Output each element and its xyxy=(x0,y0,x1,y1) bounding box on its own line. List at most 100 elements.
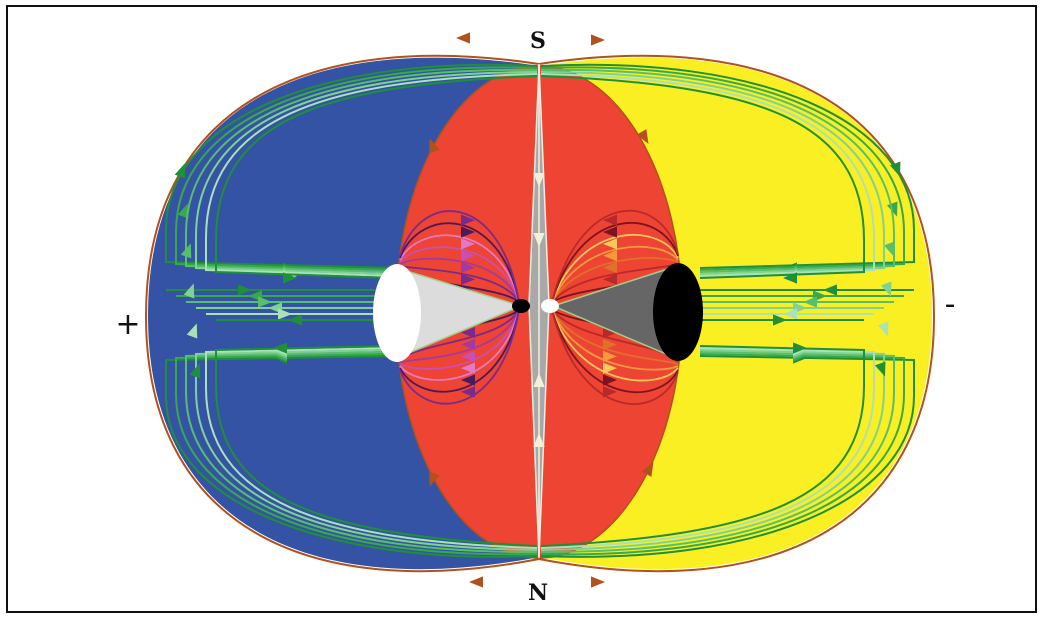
field-arrow xyxy=(461,362,475,374)
field-arrow xyxy=(461,214,475,226)
boundary-arrow xyxy=(456,32,470,44)
boundary-arrow xyxy=(641,461,654,477)
inner-line-right-lower xyxy=(551,309,679,365)
outer-field-lines-right xyxy=(540,63,915,558)
field-arrow xyxy=(603,238,617,250)
inner-line-left-lower xyxy=(399,309,520,370)
field-line-right-upper xyxy=(540,75,865,279)
field-arrow xyxy=(823,284,837,296)
field-line-left-lower xyxy=(165,355,538,558)
field-line-right-upper xyxy=(540,71,885,275)
field-arrow xyxy=(877,321,889,337)
inner-line-left-upper xyxy=(399,257,520,303)
field-arrow xyxy=(783,308,797,320)
field-line-right-upper xyxy=(540,73,875,277)
outer-boundary-right xyxy=(538,54,936,573)
field-arrow xyxy=(278,308,292,320)
field-line-left-lower xyxy=(195,349,538,551)
field-arrow xyxy=(603,338,617,351)
field-line-left-upper xyxy=(165,63,538,269)
south-pole-label: S xyxy=(530,28,546,54)
left-null-point xyxy=(512,299,530,313)
field-line-left-lower xyxy=(185,351,538,554)
field-line-right-lower xyxy=(540,355,915,558)
field-arrow xyxy=(183,283,195,299)
field-arrow xyxy=(883,241,895,257)
inner-line-right-lower xyxy=(551,309,679,405)
boundary-arrow xyxy=(591,34,605,46)
inner-line-left-lower xyxy=(399,309,520,405)
field-arrow xyxy=(461,226,475,238)
field-line-right-upper xyxy=(540,66,905,271)
field-line-right-upper xyxy=(540,63,915,269)
field-arrow xyxy=(793,342,807,354)
field-arrow xyxy=(773,314,787,326)
field-arrow xyxy=(603,374,617,386)
boundary-arrow xyxy=(591,576,605,588)
field-line-left-upper xyxy=(175,66,538,271)
separatrix-arrow xyxy=(533,433,545,447)
field-arrow xyxy=(603,250,617,262)
inner-line-left-lower xyxy=(399,309,520,363)
field-arrow xyxy=(603,362,617,374)
inner-line-left-upper xyxy=(399,246,520,303)
field-arrow xyxy=(889,161,901,177)
inner-line-right-upper xyxy=(551,257,679,303)
field-arrow xyxy=(288,314,302,326)
boundary-arrow xyxy=(469,576,483,588)
field-arrow xyxy=(880,281,892,297)
field-arrow xyxy=(603,226,617,238)
separatrix-arrow xyxy=(533,373,545,387)
boundary-arrow xyxy=(429,471,440,487)
negative-sign-label: - xyxy=(945,287,956,322)
field-line-right-upper xyxy=(540,68,895,273)
inner-line-left-upper xyxy=(399,265,520,303)
field-arrow xyxy=(603,386,617,398)
right-disc xyxy=(653,263,703,361)
field-arrow xyxy=(461,374,475,386)
inner-line-right-upper xyxy=(551,209,679,303)
field-arrow xyxy=(461,250,475,262)
left-disc xyxy=(373,264,421,362)
north-pole-label: N xyxy=(528,580,548,606)
field-line-left-upper xyxy=(185,68,538,273)
inner-line-left-upper xyxy=(399,222,520,303)
field-arrow xyxy=(603,350,617,362)
field-line-right-lower xyxy=(540,347,875,549)
inner-line-left-lower xyxy=(399,309,520,381)
field-line-right-lower xyxy=(540,353,905,556)
field-arrow xyxy=(189,363,201,379)
right-null-point xyxy=(541,299,559,313)
field-line-left-upper xyxy=(215,75,538,279)
field-arrow xyxy=(461,327,475,339)
inner-line-right-lower xyxy=(551,309,679,371)
inner-line-left-upper xyxy=(399,210,520,303)
field-line-right-lower xyxy=(540,349,885,551)
inner-line-right-upper xyxy=(551,245,679,303)
field-arrow xyxy=(461,386,475,398)
field-arrow xyxy=(603,327,617,339)
field-line-left-upper xyxy=(195,71,538,275)
field-arrow xyxy=(603,273,617,285)
inner-line-right-upper xyxy=(551,222,679,303)
field-line-left-lower xyxy=(175,353,538,556)
inner-line-left-upper xyxy=(399,234,520,303)
separatrix-arrow xyxy=(533,173,545,187)
inner-line-left-lower xyxy=(399,309,520,393)
positive-sign-label: + xyxy=(115,307,140,342)
inner-line-right-lower xyxy=(551,309,679,382)
field-arrow xyxy=(186,323,198,339)
field-arrow xyxy=(461,350,475,362)
field-arrow xyxy=(461,338,475,351)
field-arrow xyxy=(258,296,272,308)
field-line-right-lower xyxy=(540,351,895,554)
field-arrow xyxy=(180,243,192,259)
field-line-left-lower xyxy=(215,345,538,547)
field-arrow xyxy=(174,163,186,179)
field-arrow xyxy=(603,261,617,274)
field-line-left-upper xyxy=(205,73,538,277)
field-arrow xyxy=(177,203,189,219)
field-arrow xyxy=(874,361,886,377)
outer-boundary-left xyxy=(144,54,540,573)
